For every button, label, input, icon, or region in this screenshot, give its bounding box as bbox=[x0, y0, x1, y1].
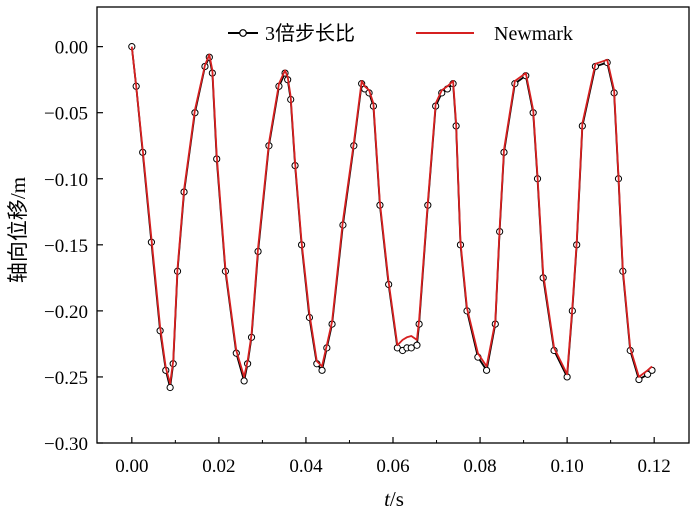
legend-label-series-2: Newmark bbox=[494, 23, 573, 45]
y-tick-label: −0.30 bbox=[44, 434, 88, 455]
y-tick-label: −0.15 bbox=[44, 236, 88, 257]
y-tick-label: −0.25 bbox=[44, 368, 88, 389]
x-tick-label: 0.10 bbox=[550, 456, 583, 477]
series-layer bbox=[128, 43, 656, 392]
legend-swatch-marker-series-1 bbox=[239, 29, 247, 37]
x-tick-label: 0.00 bbox=[115, 456, 148, 477]
data-point-3x-step bbox=[318, 366, 326, 374]
data-point-3x-step bbox=[482, 366, 491, 374]
legend: 3倍步长比 Newmark bbox=[228, 22, 573, 45]
y-tick-label: −0.20 bbox=[44, 302, 88, 323]
y-tick-label: 0.00 bbox=[55, 38, 88, 59]
x-axis-title-unit: /s bbox=[390, 487, 404, 511]
x-tick-label: 0.08 bbox=[463, 456, 496, 477]
y-tick-label: −0.05 bbox=[44, 104, 88, 125]
axis-layer: 0.00 0.02 0.04 0.06 0.08 0.10 0.12 0.00 −0.05 −0.… bbox=[44, 38, 671, 477]
x-tick-label: 0.12 bbox=[638, 456, 671, 477]
data-point-3x-step bbox=[166, 383, 174, 392]
series-line-3x-step bbox=[130, 46, 653, 389]
legend-label-series-1: 3倍步长比 bbox=[265, 22, 355, 45]
data-point-3x-step bbox=[413, 341, 421, 349]
x-axis-title: t/s bbox=[384, 487, 404, 511]
y-axis-title: 轴向位移/m bbox=[6, 177, 30, 283]
y-tick-label: −0.10 bbox=[44, 170, 88, 191]
x-tick-label: 0.04 bbox=[289, 456, 323, 477]
data-point-3x-step bbox=[407, 344, 415, 352]
x-tick-label: 0.02 bbox=[202, 456, 235, 477]
x-tick-label: 0.06 bbox=[376, 456, 409, 477]
plot-frame bbox=[96, 6, 690, 444]
series-line-newmark bbox=[130, 46, 653, 385]
data-point-3x-step bbox=[240, 377, 248, 385]
plot-border bbox=[96, 6, 690, 444]
x-axis-title-var: t bbox=[384, 487, 391, 511]
